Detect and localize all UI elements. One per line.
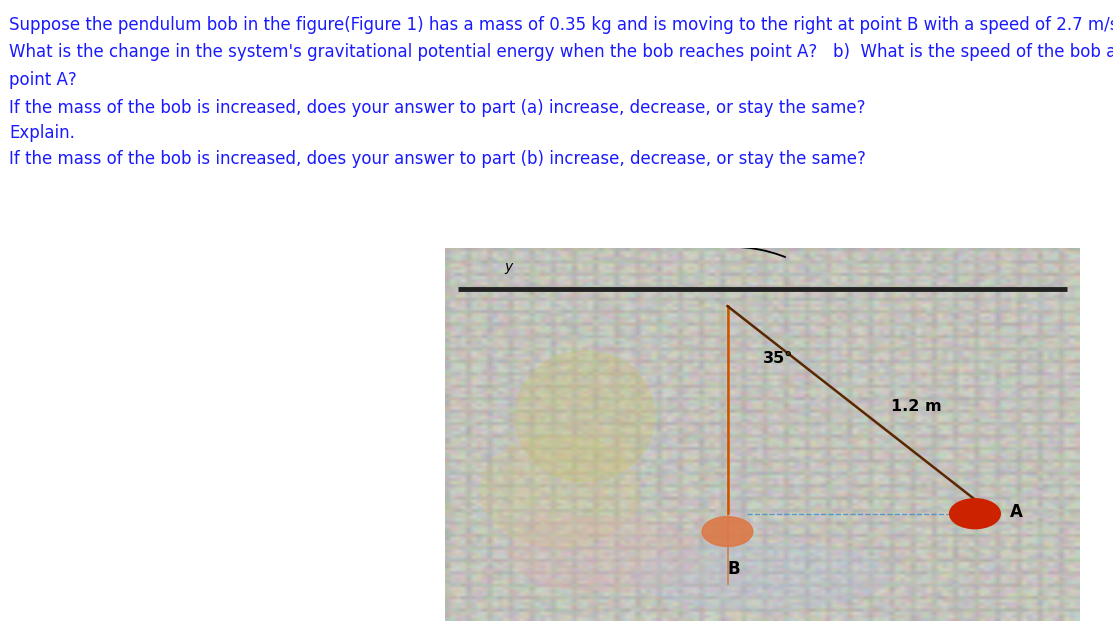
Ellipse shape: [515, 351, 654, 481]
Text: A: A: [1009, 503, 1023, 521]
Text: y: y: [504, 260, 513, 274]
Text: Explain.: Explain.: [9, 124, 75, 142]
Text: B: B: [728, 560, 740, 578]
Ellipse shape: [509, 517, 699, 591]
Text: If the mass of the bob is increased, does your answer to part (a) increase, decr: If the mass of the bob is increased, doe…: [9, 99, 866, 117]
Ellipse shape: [480, 435, 639, 546]
Text: point A?: point A?: [9, 71, 77, 89]
Circle shape: [949, 499, 1001, 528]
Text: Suppose the pendulum bob in the figure(Figure 1) has a mass of 0.35 kg and is mo: Suppose the pendulum bob in the figure(F…: [9, 16, 1113, 34]
Text: 35°: 35°: [762, 351, 792, 366]
Text: If the mass of the bob is increased, does your answer to part (b) increase, decr: If the mass of the bob is increased, doe…: [9, 150, 866, 168]
Circle shape: [702, 517, 752, 546]
Text: What is the change in the system's gravitational potential energy when the bob r: What is the change in the system's gravi…: [9, 43, 1113, 61]
Text: 1.2 m: 1.2 m: [892, 399, 942, 414]
Ellipse shape: [636, 543, 889, 610]
